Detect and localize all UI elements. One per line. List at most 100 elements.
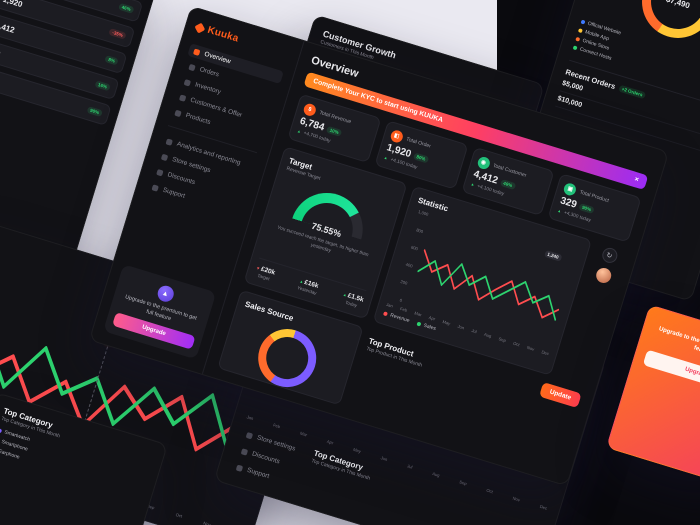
x-tick-jun: Jun xyxy=(456,323,465,331)
legend-dot xyxy=(580,19,586,25)
mini-stat-delta: 90% xyxy=(86,106,103,118)
order-amount: $10,000 xyxy=(556,95,583,110)
trend-up-icon xyxy=(557,208,564,215)
target-stat-target: £20k Target xyxy=(254,264,276,282)
upgrade-right-button[interactable]: Upgrade xyxy=(642,349,700,397)
x-tick-mar: Mar xyxy=(413,310,423,318)
x-tick-oct: Oct xyxy=(485,487,494,495)
x-tick-apr: Apr xyxy=(326,438,335,446)
nav-icon xyxy=(174,109,182,117)
close-icon[interactable]: × xyxy=(633,175,640,184)
nav-icon xyxy=(240,447,249,456)
nav-label: Discounts xyxy=(166,171,196,187)
nav-icon xyxy=(160,153,169,161)
stat-delta-badge: 80% xyxy=(412,152,430,164)
legend-dot xyxy=(416,321,422,327)
x-tick-mar: Mar xyxy=(299,430,308,438)
nav-icon xyxy=(156,168,164,176)
y-tick: 600 xyxy=(410,244,419,252)
x-tick-may: May xyxy=(352,446,362,454)
mini-stat-value: 1,920 xyxy=(1,0,24,10)
nav-icon xyxy=(151,183,160,192)
x-tick-aug: Aug xyxy=(483,331,493,339)
mini-stat-value: 329 xyxy=(0,46,1,59)
statistic-chart xyxy=(417,249,560,321)
x-tick-nov: Nov xyxy=(526,344,535,352)
legend-label: Earphone xyxy=(0,448,21,461)
avatar[interactable] xyxy=(593,265,613,285)
mini-sidebar-nav: Store settings Discounts Support xyxy=(230,427,302,490)
order-icon: ◧ xyxy=(389,128,405,144)
mini-stat-delta: 8% xyxy=(104,55,119,66)
line-series-sales xyxy=(0,337,266,450)
line-series-sales xyxy=(417,260,557,321)
stat-delta-badge: 90% xyxy=(578,202,595,215)
stat-delta-badge: 10% xyxy=(325,125,343,137)
line-series-revenue xyxy=(423,249,560,319)
refresh-icon[interactable]: ↻ xyxy=(599,245,619,265)
x-tick-aug: Aug xyxy=(431,470,441,478)
nav-label: Support xyxy=(161,186,186,200)
nav-icon xyxy=(235,464,244,472)
logo-icon xyxy=(194,22,206,34)
dashboard-main-panel: Kuuka Overview Orders Inventory Customers &… xyxy=(88,5,670,487)
nav-icon xyxy=(179,93,187,102)
legend-dot xyxy=(382,311,388,317)
revenue-icon: $ xyxy=(302,102,318,118)
update-button[interactable]: Update xyxy=(539,382,582,409)
nav-icon xyxy=(165,137,174,146)
x-tick-nov: Nov xyxy=(512,495,521,503)
nav-icon xyxy=(245,431,254,439)
target-stat-today: £1.5k Today xyxy=(340,291,365,310)
legend-dot xyxy=(577,28,583,34)
rocket-icon: ▲ xyxy=(155,283,176,304)
x-tick-jun: Jun xyxy=(380,455,389,462)
legend-item-sales: Sales xyxy=(416,321,437,332)
y-tick: 200 xyxy=(399,278,409,286)
y-tick: 400 xyxy=(405,261,414,269)
x-tick-may: May xyxy=(441,319,451,327)
upgrade-card: ▲ Upgrade to the premium to get full fea… xyxy=(103,264,217,360)
nav-label: Support xyxy=(246,466,271,481)
mini-stat-delta: 16% xyxy=(94,80,111,92)
nav-label: Products xyxy=(184,111,212,127)
nav-icon xyxy=(193,48,201,56)
y-tick: 800 xyxy=(415,227,424,235)
mini-stat-value: 4,412 xyxy=(0,20,16,35)
x-tick-jan: Jan xyxy=(385,301,394,309)
x-tick-feb: Feb xyxy=(272,422,281,430)
nav-label: Inventory xyxy=(194,81,222,96)
x-tick-jul: Jul xyxy=(406,463,414,470)
trend-up-icon xyxy=(470,181,477,188)
stat-delta-badge: 46% xyxy=(499,178,517,191)
trend-up-icon xyxy=(296,128,303,135)
x-tick-apr: Apr xyxy=(428,314,436,322)
order-amount: $5,000 xyxy=(561,79,584,93)
x-tick-sep: Sep xyxy=(498,336,507,344)
product-icon: ▣ xyxy=(562,181,578,197)
legend-dot xyxy=(0,428,3,434)
legend-label: Revenue xyxy=(389,312,411,325)
x-tick-oct: Oct xyxy=(175,512,183,519)
x-tick-oct: Oct xyxy=(512,340,521,348)
statistic-card: Statistic 1,000 800 600 400 200 0 1,240 Jan Fe… xyxy=(372,185,593,376)
x-tick-dec: Dec xyxy=(540,349,550,357)
customer-icon: ◉ xyxy=(475,155,491,171)
nav-icon xyxy=(188,63,196,71)
legend-dot xyxy=(572,45,578,51)
logo-text: Kuuka xyxy=(206,24,240,45)
nav-label: Overview xyxy=(203,50,232,66)
main-content: Overview Complete Your KYC to start usin… xyxy=(203,41,668,485)
nav-icon xyxy=(183,78,192,87)
nav-label: Discounts xyxy=(251,450,281,466)
y-tick: 1,000 xyxy=(417,209,430,217)
legend-dot xyxy=(575,36,581,42)
x-tick-jul: Jul xyxy=(470,327,478,335)
nav-label: Orders xyxy=(198,66,220,79)
trend-up-icon xyxy=(383,155,390,162)
x-tick-nov: Nov xyxy=(202,520,212,525)
x-tick-feb: Feb xyxy=(399,306,408,313)
